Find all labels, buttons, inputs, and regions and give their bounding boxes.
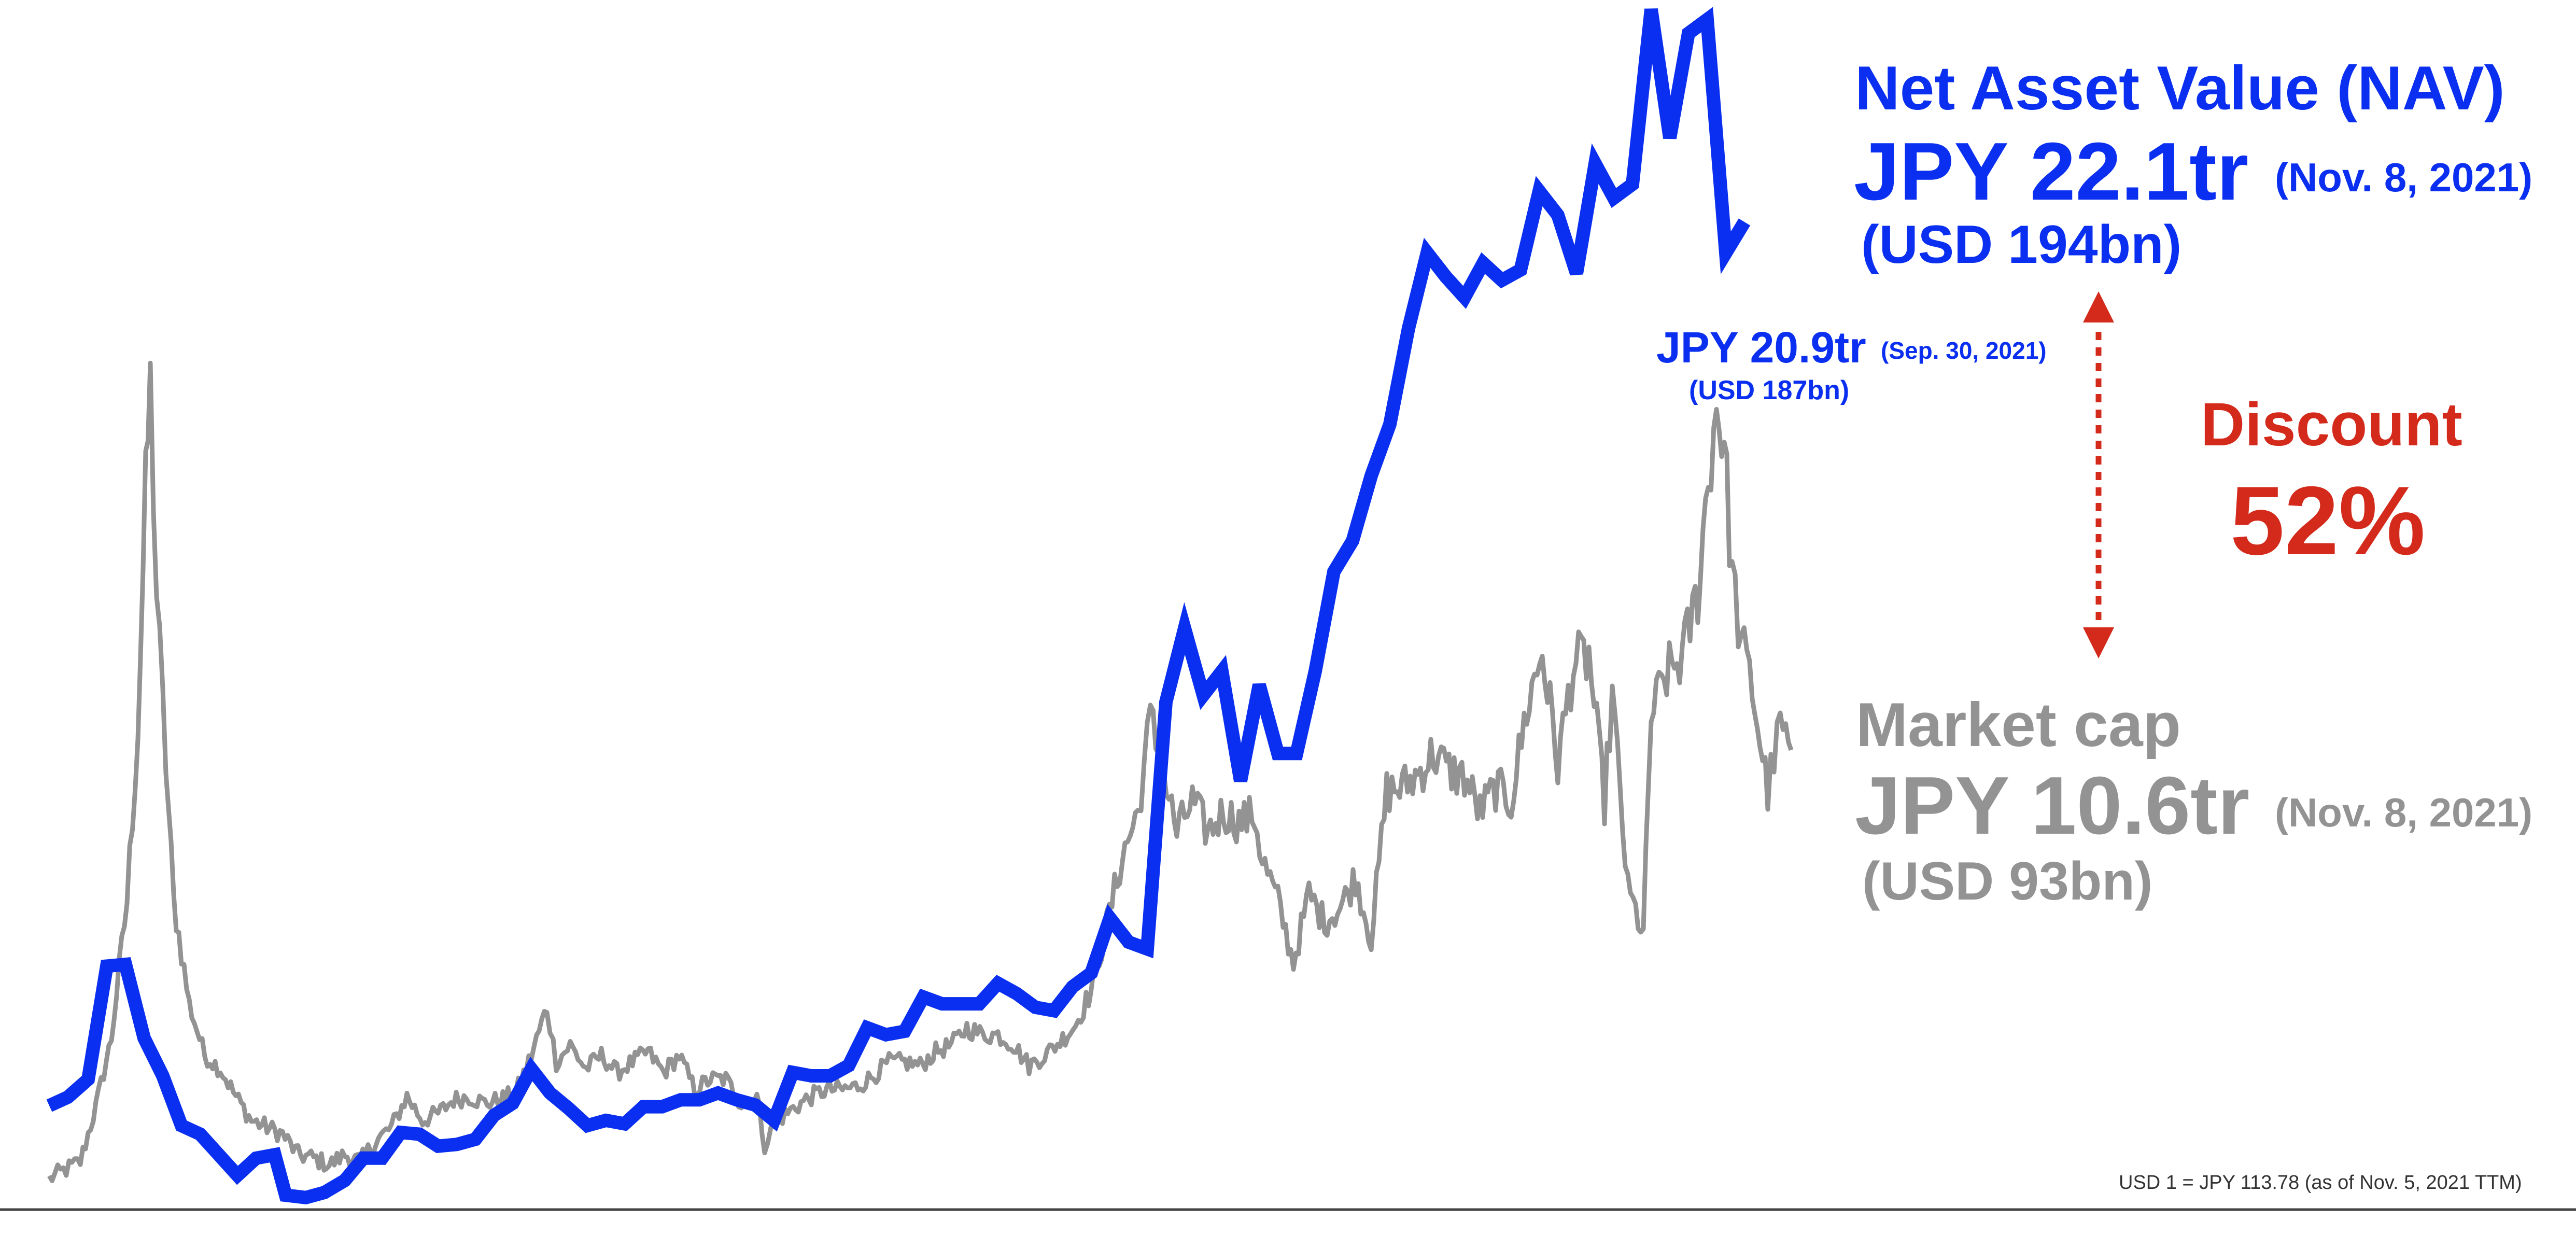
discount-arrow-head-top bbox=[2083, 291, 2114, 322]
nav-usd: (USD 194bn) bbox=[1861, 215, 2182, 275]
series-layer bbox=[46, 7, 1794, 1205]
nav-sep-date: (Sep. 30, 2021) bbox=[1881, 337, 2047, 364]
nav-sep-value: JPY 20.9tr bbox=[1656, 323, 1866, 372]
nav-value: JPY 22.1tr bbox=[1854, 126, 2249, 217]
nav-date: (Nov. 8, 2021) bbox=[2275, 155, 2533, 200]
series-line-nav bbox=[46, 7, 1751, 1205]
fx-footnote: USD 1 = JPY 113.78 (as of Nov. 5, 2021 T… bbox=[2119, 1172, 2522, 1194]
mcap-usd: (USD 93bn) bbox=[1862, 851, 2153, 911]
discount-arrow bbox=[2083, 291, 2114, 658]
discount-value: 52% bbox=[2230, 466, 2426, 575]
mcap-value: JPY 10.6tr bbox=[1855, 760, 2250, 851]
mcap-title: Market cap bbox=[1856, 690, 2181, 760]
mcap-date: (Nov. 8, 2021) bbox=[2275, 790, 2533, 835]
nav-sep-usd: (USD 187bn) bbox=[1689, 375, 1850, 405]
discount-label: Discount bbox=[2201, 390, 2462, 459]
discount-arrow-head-bottom bbox=[2083, 627, 2114, 658]
nav-title: Net Asset Value (NAV) bbox=[1855, 53, 2505, 123]
series-line-market-cap bbox=[47, 360, 1794, 1183]
